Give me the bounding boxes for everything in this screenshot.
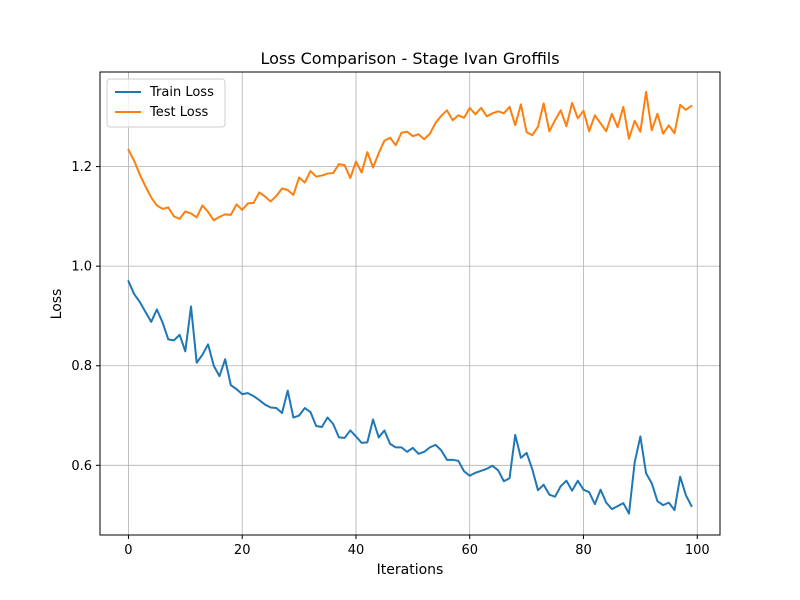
y-tick-label: 0.6 <box>71 459 92 474</box>
tick-layer: 0 20 40 60 80 100 0.6 0.8 1.0 1.2 <box>71 160 709 558</box>
plot-frame <box>99 71 721 536</box>
legend-label-train-loss: Train Loss <box>149 85 214 100</box>
grid-layer <box>100 72 720 535</box>
y-tick-label: 1.2 <box>71 160 92 175</box>
chart-title: Loss Comparison - Stage Ivan Groffils <box>260 49 559 68</box>
y-tick-label: 0.8 <box>71 359 92 374</box>
x-tick-label: 20 <box>234 543 251 558</box>
legend-label-test-loss: Test Loss <box>149 105 208 120</box>
series-line-train-loss <box>127 280 693 515</box>
x-tick-label: 0 <box>124 543 132 558</box>
x-tick-label: 40 <box>348 543 365 558</box>
y-axis-label: Loss <box>49 289 65 320</box>
series-layer <box>127 90 693 515</box>
x-axis-label: Iterations <box>377 562 444 578</box>
series-line-test-loss <box>127 90 693 222</box>
x-tick-label: 80 <box>575 543 592 558</box>
legend: Train Loss Test Loss <box>106 78 226 128</box>
y-tick-label: 1.0 <box>71 260 92 275</box>
x-tick-label: 60 <box>461 543 478 558</box>
x-tick-label: 100 <box>685 543 710 558</box>
